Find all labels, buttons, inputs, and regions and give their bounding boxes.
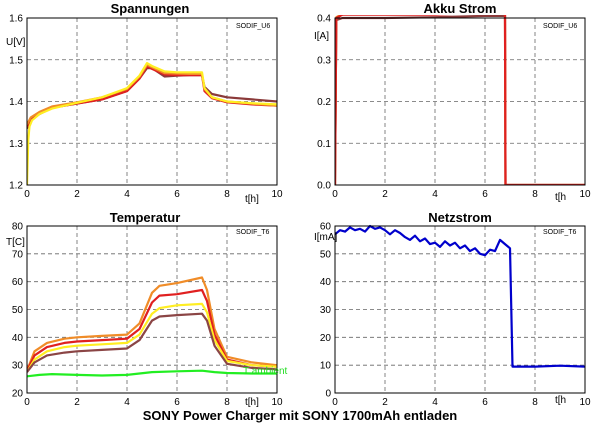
y-axis-label: I[mA] — [314, 232, 338, 243]
x-axis-label: t[h] — [245, 397, 259, 408]
y-tick-label: 10 — [320, 361, 332, 372]
chart-title: Akku Strom — [424, 1, 497, 16]
plot-area — [335, 18, 585, 185]
plot-frame — [334, 17, 586, 186]
x-tick-label: 2 — [382, 397, 388, 408]
x-tick-label: 6 — [482, 397, 488, 408]
x-tick-label: 4 — [432, 189, 438, 200]
y-tick-label: 1.6 — [9, 14, 23, 25]
x-tick-label: 2 — [382, 189, 388, 200]
x-tick-label: 8 — [224, 189, 230, 200]
y-axis-label: U[V] — [6, 37, 26, 48]
y-tick-label: 30 — [320, 305, 332, 316]
y-tick-label: 40 — [12, 333, 24, 344]
x-tick-label: 6 — [174, 397, 180, 408]
y-tick-label: 1.3 — [9, 139, 23, 150]
x-tick-label: 2 — [74, 397, 80, 408]
plot-frame — [334, 225, 586, 394]
y-axis-label: T[C] — [6, 237, 25, 248]
chart-tag: SODIF_U6 — [236, 23, 270, 30]
chart-tag: SODIF_U6 — [543, 23, 577, 30]
x-tick-label: 8 — [532, 189, 538, 200]
y-axis-label: I[A] — [314, 31, 329, 42]
x-tick-label: 6 — [482, 189, 488, 200]
y-tick-label: 60 — [320, 222, 332, 233]
y-tick-label: 0 — [325, 389, 331, 400]
chart-tag: SODIF_T6 — [236, 229, 270, 236]
x-axis-label: t[h] — [245, 194, 259, 205]
x-axis-label: t[h — [555, 395, 566, 406]
chart-title: Spannungen — [111, 1, 190, 16]
x-tick-label: 4 — [124, 397, 130, 408]
x-tick-label: 2 — [74, 189, 80, 200]
plot-area — [335, 226, 585, 393]
series-line-1 — [335, 224, 585, 368]
y-tick-label: 50 — [12, 305, 24, 316]
x-tick-label: 4 — [432, 397, 438, 408]
chart-panel-1: 0 2 4 6 8 10 1.2 1.3 1.4 1.5 1.6 Spannungen SODIF_U6… — [6, 1, 283, 205]
y-tick-label: 80 — [12, 222, 24, 233]
series-line-4 — [27, 61, 277, 185]
y-tick-label: 20 — [12, 389, 24, 400]
y-tick-label: 30 — [12, 361, 24, 372]
x-tick-label: 0 — [332, 397, 338, 408]
plot-frame — [26, 17, 278, 186]
series-line-2 — [27, 288, 277, 372]
x-axis-label: t[h — [555, 192, 566, 203]
x-tick-label: 10 — [579, 397, 591, 408]
y-tick-label: 0.3 — [317, 55, 331, 66]
chart-title: Netzstrom — [428, 210, 492, 225]
series-line-3 — [335, 15, 585, 185]
x-tick-label: 4 — [124, 189, 130, 200]
y-tick-label: 0.0 — [317, 181, 331, 192]
x-tick-label: 8 — [224, 397, 230, 408]
y-tick-label: 40 — [320, 277, 332, 288]
plot-frame — [26, 225, 278, 394]
x-tick-label: 0 — [332, 189, 338, 200]
chart-panel-4: 0 2 4 6 8 10 0 10 20 30 40 50 60 Netzstrom SODIF_T6 I[m… — [314, 210, 591, 408]
y-tick-label: 0.2 — [317, 97, 331, 108]
series-line-5 — [27, 369, 277, 378]
chart-panel-3: 0 2 4 6 8 10 20 30 40 50 60 70 80 Temperatur SODIF_T6 T… — [6, 210, 288, 408]
x-tick-label: 10 — [579, 189, 591, 200]
chart-tag: SODIF_T6 — [543, 229, 577, 236]
series-line-3 — [27, 302, 277, 373]
chart-title: Temperatur — [110, 210, 181, 225]
series-line-4 — [27, 312, 277, 373]
x-tick-label: 6 — [174, 189, 180, 200]
y-tick-label: 1.2 — [9, 181, 23, 192]
x-tick-label: 0 — [24, 189, 30, 200]
y-tick-label: 0.1 — [317, 139, 331, 150]
x-tick-label: 10 — [271, 189, 283, 200]
annotation-ambient: T ambient — [243, 366, 288, 377]
x-tick-label: 0 — [24, 397, 30, 408]
y-tick-label: 1.5 — [9, 55, 23, 66]
y-tick-label: 0.4 — [317, 14, 331, 25]
y-tick-label: 60 — [12, 277, 24, 288]
y-tick-label: 1.4 — [9, 97, 23, 108]
y-tick-label: 50 — [320, 249, 332, 260]
y-tick-label: 20 — [320, 333, 332, 344]
x-tick-label: 8 — [532, 397, 538, 408]
figure-caption: SONY Power Charger mit SONY 1700mAh entl… — [143, 408, 458, 423]
series-line-1 — [27, 276, 277, 372]
x-tick-label: 10 — [271, 397, 283, 408]
y-tick-label: 70 — [12, 249, 24, 260]
panels: 0 2 4 6 8 10 1.2 1.3 1.4 1.5 1.6 Spannungen SODIF_U6… — [6, 1, 591, 408]
chart-panel-2: 0 2 4 6 8 10 0.0 0.1 0.2 0.3 0.4 Akku Strom SODIF_U6… — [314, 1, 591, 203]
